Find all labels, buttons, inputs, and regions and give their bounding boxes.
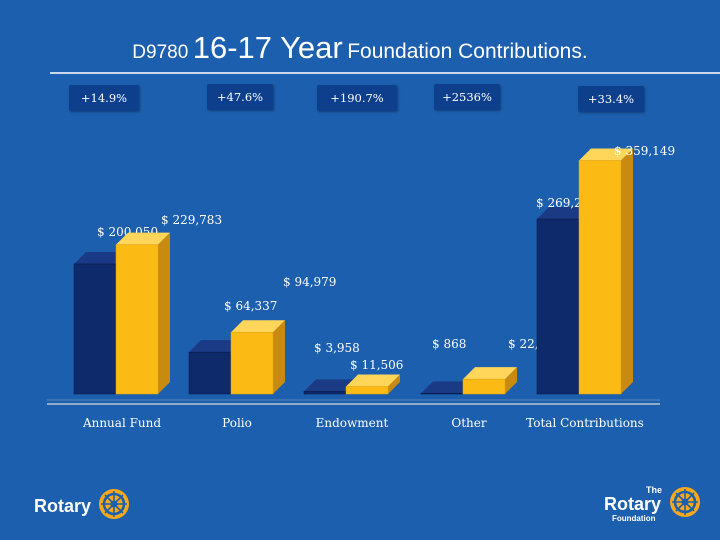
category-label-endowment: Endowment [316,416,389,430]
bar-other-2016-17-top [463,367,517,380]
bar-polio-2015-16-top [189,340,243,353]
growth-label-polio: +47.6% [207,84,273,110]
bar-total-2016-17 [578,160,622,395]
bar-polio-2016-17-side [273,320,285,394]
value-label-annual-fund-2016-17: $ 229,783 [161,213,222,227]
bar-total-2016-17-top [579,148,633,161]
logo-the-label: The [646,485,662,495]
bar-annual-fund-2016-17-side [158,232,170,394]
title-subject: Foundation Contributions. [347,40,588,63]
category-label-other: Other [451,416,486,430]
rotary-logo-left: Rotary [34,489,129,519]
bar-annual-fund-2016-17 [115,244,159,395]
bar-other-2016-17 [462,378,506,395]
bar-total-2015-16 [536,218,580,395]
value-label-polio-2016-17: $ 94,979 [283,275,336,289]
rotary-foundation-logo: The Rotary Foundation [604,485,700,523]
rotary-wordmark-left: Rotary [34,496,91,516]
bar-endowment-2016-17-top [346,374,400,387]
bar-annual-fund-2016-17-top [116,232,170,245]
growth-label-annual-fund: +14.9% [69,85,139,111]
bar-other-2015-16 [420,393,464,395]
bar-endowment-2016-17 [345,386,389,395]
title-divider [50,72,720,74]
bar-other-2015-16-top [421,381,475,394]
rotary-wheel-icon [670,487,700,517]
bar-annual-fund-2015-16-top [74,251,128,264]
value-label-other-2015-16: $ 868 [432,337,466,351]
category-label-annual-fund: Annual Fund [82,416,161,430]
bar-total-2015-16-top [537,207,591,220]
title-year: 16-17 Year [192,30,343,65]
growth-label-other: +2536% [434,84,500,110]
bar-polio-2016-17 [230,332,274,395]
page-title: D9780 16-17 Year Foundation Contribution… [0,30,720,66]
bar-endowment-2015-16-top [304,379,358,392]
rotary-wheel-icon [99,489,129,519]
bar-other-2016-17-side [505,367,517,394]
rotary-wordmark-right: Rotary [604,494,661,514]
value-label-total-2016-17: $ 359,149 [614,144,675,158]
bar-endowment-2015-16 [303,391,347,395]
bar-endowment-2016-17-side [388,374,400,394]
growth-label-endowment: +190.7% [317,85,397,111]
bar-polio-2016-17-top [231,320,285,333]
value-label-polio-2015-16: $ 64,337 [224,299,277,313]
title-district: D9780 [132,42,189,63]
growth-label-total: +33.4% [578,86,644,112]
bar-annual-fund-2015-16 [73,263,117,395]
value-label-endowment-2015-16: $ 3,958 [314,341,360,355]
value-label-endowment-2016-17: $ 11,506 [350,358,403,372]
bar-polio-2015-16 [188,351,232,395]
category-label-polio: Polio [222,416,252,430]
category-label-total: Total Contributions [526,416,644,430]
logo-foundation-label: Foundation [612,514,656,523]
bar-total-2016-17-side [621,148,633,394]
